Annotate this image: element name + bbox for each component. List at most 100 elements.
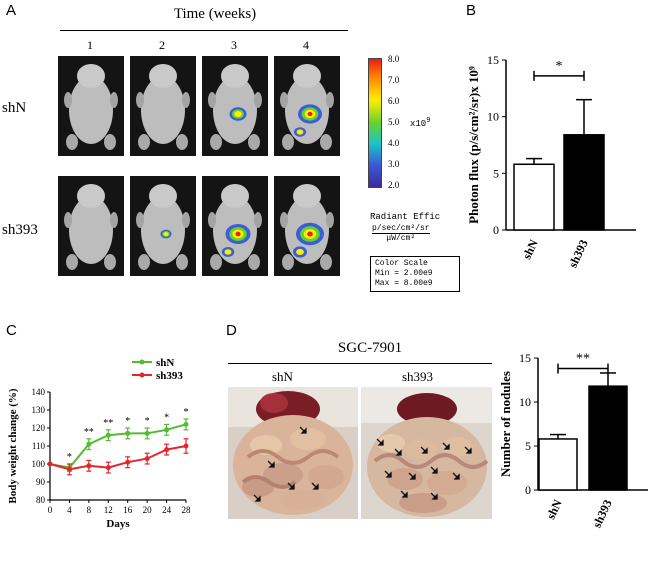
- abdomen-photo-shn: [228, 387, 358, 519]
- time-axis-line: [60, 30, 348, 31]
- chart-c-body-weight: 80 90 100 110 120 130 140 0 4 8 12 16 20 24 28 Days Body…: [7, 357, 191, 530]
- x-tick-label-sh393: sh393: [590, 497, 615, 530]
- colorbar-exponent-power: 9: [426, 117, 431, 125]
- significance-marker: **: [103, 418, 113, 429]
- mouse-arm-left: [280, 212, 288, 228]
- mouse-leg-right: [320, 134, 332, 150]
- row-label-sh393: sh393: [2, 222, 38, 238]
- colorbar-tick-4: 4.0: [388, 138, 400, 148]
- y-tick-label: 5: [525, 439, 531, 453]
- mouse-head: [293, 64, 321, 88]
- panel-d-letter: D: [226, 322, 237, 339]
- time-axis-title: Time (weeks): [173, 6, 257, 22]
- colorbar-exponent-base: x10: [410, 119, 427, 129]
- mouse-arm-left: [208, 212, 216, 228]
- mouse-leg-left: [282, 134, 294, 150]
- x-tick-label: 24: [162, 505, 172, 515]
- series-line-sh393: [49, 445, 187, 471]
- colorbar-radiant-label: Radiant Effic: [370, 212, 441, 222]
- color-scale-max: Max = 8.00e9: [375, 279, 433, 288]
- significance-marker: *: [67, 452, 72, 463]
- mouse-body: [141, 76, 185, 144]
- mouse-leg-left: [66, 254, 78, 270]
- data-point-sh393: [144, 456, 150, 462]
- colorbar-tick-6: 6.0: [388, 96, 400, 106]
- data-point-sh393: [66, 466, 72, 472]
- mouse-arm-left: [136, 212, 144, 228]
- signal-core: [307, 111, 313, 117]
- data-point-shN: [125, 430, 131, 436]
- y-tick-label: 110: [32, 441, 46, 451]
- cell-line-title: SGC-7901: [337, 340, 403, 356]
- signal-secondary-core: [224, 249, 232, 255]
- signal-inner: [234, 111, 242, 117]
- mouse-head: [221, 64, 249, 88]
- data-point-sh393: [125, 459, 131, 465]
- signal-secondary-core: [296, 129, 304, 135]
- mouse-arm-left: [64, 92, 72, 108]
- bar-sh393: [563, 134, 605, 231]
- significance-marker: *: [125, 416, 130, 427]
- bar-shN: [538, 438, 578, 491]
- data-point-sh393: [105, 465, 111, 471]
- mouse-leg-left: [138, 134, 150, 150]
- mouse-head: [221, 184, 249, 208]
- colorbar-units: p/sec/cm²/sr μW/cm²: [372, 224, 430, 243]
- mouse-leg-right: [248, 134, 260, 150]
- panel-b-letter: B: [466, 2, 477, 19]
- mouse-arm-right: [110, 212, 118, 228]
- y-tick-label: 100: [32, 459, 46, 469]
- row-label-shn: shN: [2, 100, 27, 116]
- signal-secondary-core: [296, 248, 304, 256]
- x-tick-label: 12: [104, 505, 113, 515]
- photo-label-sh393: sh393: [402, 369, 434, 384]
- mouse-head: [293, 184, 321, 208]
- significance-marker: *: [184, 407, 189, 418]
- mouse-image-shn-week-3: [202, 56, 268, 156]
- y-tick-label: 15: [487, 53, 499, 67]
- mouse-arm-right: [254, 92, 262, 108]
- mouse-head: [77, 64, 105, 88]
- mouse-arm-right: [182, 92, 190, 108]
- mouse-image-sh393-week-4: [274, 176, 340, 276]
- colorbar-tick-3: 3.0: [388, 159, 400, 169]
- x-tick-label-shN: shN: [520, 237, 541, 261]
- mouse-image-shn-week-4: [274, 56, 340, 156]
- data-point-sh393: [86, 463, 92, 469]
- data-point-sh393: [164, 447, 170, 453]
- y-tick-label: 80: [36, 495, 46, 505]
- cell-line-underline: [228, 363, 492, 364]
- mouse-leg-right: [176, 134, 188, 150]
- y-axis-label: Number of nodules: [498, 371, 513, 477]
- y-tick-label: 130: [32, 405, 46, 415]
- mouse-leg-right: [104, 134, 116, 150]
- panel-c-letter: C: [6, 322, 17, 339]
- week-label-4: 4: [303, 38, 309, 52]
- mouse-image-shn-week-1: [58, 56, 124, 156]
- y-axis-label: Body weight change (%): [7, 388, 19, 504]
- x-axis-label: Days: [106, 518, 130, 530]
- panel-a-letter: A: [6, 2, 17, 19]
- data-point-shN: [86, 441, 92, 447]
- week-label-2: 2: [159, 38, 165, 52]
- x-tick-label: 20: [143, 505, 153, 515]
- mouse-image-sh393-week-2: [130, 176, 196, 276]
- legend-label-shN: shN: [156, 357, 174, 369]
- colorbar-tick-2: 2.0: [388, 180, 400, 190]
- x-tick-label-sh393: sh393: [566, 237, 591, 270]
- mouse-arm-left: [280, 92, 288, 108]
- legend-label-sh393: sh393: [156, 370, 183, 382]
- colorbar-tick-8: 8.0: [388, 54, 400, 64]
- mouse-body: [69, 196, 113, 264]
- colorbar-exponent: x109: [410, 117, 430, 129]
- mouse-leg-right: [320, 254, 332, 270]
- photo-label-shn: shN: [272, 369, 293, 384]
- week-label-3: 3: [231, 38, 237, 52]
- x-tick-label: 0: [48, 505, 53, 515]
- y-tick-label: 5: [493, 166, 499, 180]
- y-tick-label: 0: [493, 223, 499, 237]
- series-line-shN: [49, 423, 187, 469]
- y-tick-label: 0: [525, 483, 531, 497]
- mouse-head: [77, 184, 105, 208]
- x-tick-label: 8: [87, 505, 92, 515]
